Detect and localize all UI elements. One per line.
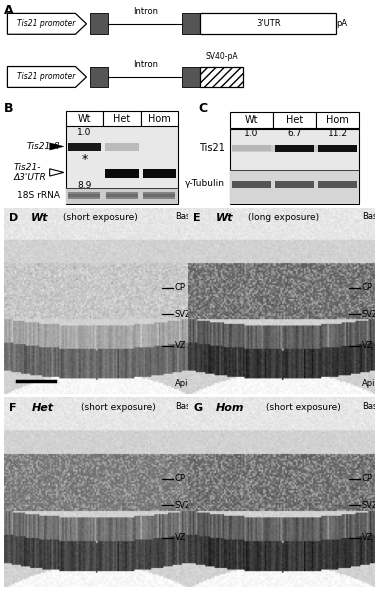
Bar: [68, 194, 100, 197]
Text: Apical: Apical: [175, 379, 200, 388]
Text: (short exposure): (short exposure): [63, 213, 137, 222]
Text: Basal: Basal: [362, 212, 375, 221]
Bar: [90, 14, 108, 34]
Bar: [318, 181, 357, 188]
Text: CP: CP: [175, 474, 186, 483]
Text: CP: CP: [362, 283, 373, 292]
Text: Intron: Intron: [133, 7, 158, 16]
Bar: [66, 111, 103, 127]
Text: γ-Tubulin: γ-Tubulin: [184, 179, 225, 189]
Bar: [103, 111, 141, 127]
Bar: [143, 196, 175, 199]
Text: Tis21: Tis21: [199, 142, 225, 152]
Text: F: F: [9, 403, 17, 413]
Text: Het: Het: [31, 403, 53, 413]
Text: CP: CP: [175, 283, 186, 292]
Text: *: *: [81, 154, 87, 167]
Bar: [182, 14, 200, 34]
Text: VZ: VZ: [175, 533, 186, 542]
Text: Apical: Apical: [362, 379, 375, 388]
Bar: [68, 192, 100, 196]
Polygon shape: [50, 143, 64, 150]
Bar: [90, 66, 108, 87]
Text: Δ3'UTR: Δ3'UTR: [13, 173, 46, 182]
Text: Hom: Hom: [216, 403, 244, 413]
Text: 18S rRNA: 18S rRNA: [17, 191, 60, 200]
Bar: [274, 145, 314, 152]
Text: Intron: Intron: [133, 60, 158, 69]
Text: SVZ: SVZ: [175, 501, 191, 510]
Text: Tis21-fl: Tis21-fl: [27, 142, 60, 151]
Bar: [318, 145, 357, 152]
Bar: [316, 112, 359, 127]
Bar: [105, 144, 139, 151]
Text: Tis21 promoter: Tis21 promoter: [17, 20, 75, 28]
Text: VZ: VZ: [362, 342, 374, 350]
Bar: [182, 66, 200, 87]
Text: E: E: [193, 213, 201, 223]
Bar: [105, 169, 139, 178]
Text: SV40-pA: SV40-pA: [206, 52, 238, 61]
Text: VZ: VZ: [175, 342, 186, 350]
Text: 11.2: 11.2: [328, 129, 348, 138]
Text: VZ: VZ: [362, 533, 374, 542]
Text: SVZ: SVZ: [175, 310, 191, 318]
Bar: [230, 129, 359, 203]
Text: Hom: Hom: [326, 115, 349, 125]
Text: (short exposure): (short exposure): [266, 403, 341, 412]
Bar: [230, 112, 273, 127]
Text: 1.0: 1.0: [77, 127, 92, 137]
Text: 3'UTR: 3'UTR: [256, 20, 280, 28]
Bar: [68, 196, 100, 199]
Text: Hom: Hom: [148, 114, 171, 124]
Text: Basal: Basal: [362, 402, 375, 412]
Polygon shape: [8, 66, 86, 87]
Text: Het: Het: [286, 115, 303, 125]
Text: Basal: Basal: [175, 402, 198, 412]
Text: Wt: Wt: [244, 115, 258, 125]
Bar: [106, 196, 138, 199]
Text: SVZ: SVZ: [362, 310, 375, 318]
Text: Wt: Wt: [31, 213, 49, 223]
Text: 6.7: 6.7: [287, 129, 302, 138]
Text: Wt: Wt: [216, 213, 233, 223]
Text: (short exposure): (short exposure): [81, 403, 156, 412]
Text: SVZ: SVZ: [362, 501, 375, 510]
Bar: [230, 170, 359, 203]
Bar: [231, 181, 271, 188]
Bar: [68, 144, 101, 151]
Bar: [231, 145, 357, 152]
Text: Het: Het: [113, 114, 130, 124]
Text: pA: pA: [336, 20, 347, 28]
Text: A: A: [4, 4, 13, 17]
Text: Tis21 promoter: Tis21 promoter: [17, 72, 75, 81]
Polygon shape: [8, 14, 86, 34]
Bar: [106, 194, 138, 197]
Text: Basal: Basal: [175, 212, 198, 221]
Bar: [143, 192, 175, 196]
Bar: [231, 145, 271, 151]
Bar: [200, 14, 336, 34]
Text: Wt: Wt: [78, 114, 91, 124]
Text: 8.9: 8.9: [77, 181, 92, 190]
Bar: [143, 194, 175, 197]
Text: B: B: [4, 102, 13, 115]
Bar: [106, 192, 138, 196]
Bar: [273, 112, 316, 127]
Text: D: D: [9, 213, 18, 223]
Bar: [274, 181, 314, 188]
Text: C: C: [199, 102, 208, 115]
Text: (long exposure): (long exposure): [248, 213, 319, 222]
Bar: [66, 188, 178, 203]
Bar: [200, 66, 243, 87]
Text: G: G: [193, 403, 202, 413]
Text: Tis21-: Tis21-: [13, 162, 40, 172]
Polygon shape: [50, 169, 64, 176]
Text: CP: CP: [362, 474, 373, 483]
Bar: [66, 126, 178, 203]
Bar: [141, 111, 178, 127]
Text: 1.0: 1.0: [244, 129, 258, 138]
Bar: [142, 169, 176, 178]
